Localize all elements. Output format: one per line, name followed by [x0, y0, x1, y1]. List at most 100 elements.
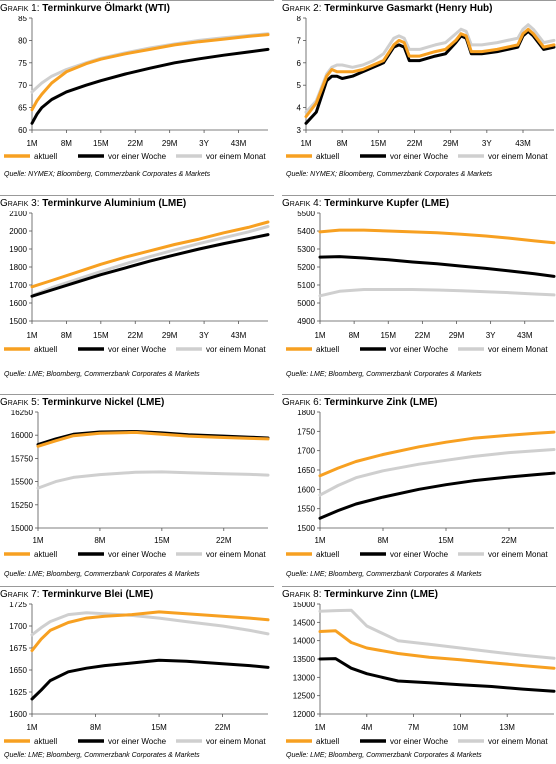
series-line-aktuell	[318, 430, 556, 478]
y-tick-label: 16250	[11, 410, 34, 417]
x-tick-label: 3Y	[482, 139, 492, 148]
y-tick-label: 12000	[293, 710, 316, 719]
top-rule	[0, 0, 274, 1]
chart-title: Grafik 5: Terminkurve Nickel (LME)	[0, 397, 164, 408]
x-tick-label: 22M	[216, 536, 232, 545]
y-tick-label: 1600	[9, 299, 27, 308]
chart-title: Grafik 2: Terminkurve Gasmarkt (Henry Hu…	[282, 3, 493, 14]
x-tick-label: 1M	[26, 139, 37, 148]
y-tick-label: 5500	[297, 211, 315, 218]
y-tick-label: 5400	[297, 227, 315, 236]
x-tick-label: 15M	[93, 139, 109, 148]
y-tick-label: 2000	[9, 227, 27, 236]
y-tick-label: 8	[297, 16, 302, 23]
y-tick-label: 1750	[297, 427, 315, 436]
series-line-vor-einem-Monat	[304, 23, 556, 114]
y-tick-label: 80	[18, 36, 27, 45]
series-line-vor-einem-Monat	[318, 608, 556, 660]
x-tick-label: 29M	[162, 139, 178, 148]
y-tick-label: 1800	[9, 263, 27, 272]
chart-prefix: Grafik 2:	[282, 3, 322, 14]
chart-source: Quelle: LME; Bloomberg, Commerzbank Corp…	[286, 371, 482, 378]
x-tick-label: 8M	[90, 723, 101, 732]
chart-svg: 12000 12500 13000 13500 14000 14500 15000 1M 4M 7…	[286, 602, 556, 746]
chart-panel-zinc: Grafik 6: Terminkurve Zink (LME) 1500 155…	[282, 394, 556, 584]
x-tick-label: 1M	[32, 536, 43, 545]
legend-label: vor einem Monat	[206, 550, 266, 559]
chart-panel-gas: Grafik 2: Terminkurve Gasmarkt (Henry Hu…	[282, 0, 556, 186]
legend-label: aktuell	[34, 345, 57, 354]
x-tick-label: 3Y	[199, 331, 209, 340]
x-tick-label: 29M	[162, 331, 178, 340]
x-tick-label: 3Y	[199, 139, 209, 148]
x-tick-label: 29M	[443, 139, 459, 148]
chart-prefix: Grafik 7:	[0, 589, 40, 600]
legend-label: aktuell	[34, 550, 57, 559]
y-tick-label: 5000	[297, 299, 315, 308]
chart-prefix: Grafik 4:	[282, 198, 322, 209]
x-tick-label: 1M	[26, 723, 37, 732]
y-tick-label: 14000	[293, 637, 316, 646]
chart-panel-oil: Grafik 1: Terminkurve Ölmarkt (WTI) 60 65…	[0, 0, 274, 186]
y-tick-label: 15000	[11, 524, 34, 533]
legend-label: vor einem Monat	[488, 345, 548, 354]
chart-svg: 60 65 70 75 80 85 1M 8M 15M 22M 29M 3Y 43M aktuell vor…	[4, 16, 270, 161]
y-tick-label: 5200	[297, 263, 315, 272]
chart-title: Grafik 7: Terminkurve Blei (LME)	[0, 589, 153, 600]
y-tick-label: 13000	[293, 673, 316, 682]
y-tick-label: 1700	[9, 622, 27, 631]
x-tick-label: 1M	[314, 723, 325, 732]
top-rule	[282, 586, 556, 587]
y-tick-label: 1600	[297, 485, 315, 494]
series-line-aktuell	[318, 228, 556, 245]
legend-label: vor einer Woche	[390, 550, 449, 559]
x-tick-label: 43M	[231, 139, 247, 148]
legend-label: vor einer Woche	[108, 737, 167, 746]
chart-panel-lead: Grafik 7: Terminkurve Blei (LME) 1600 162…	[0, 586, 274, 764]
y-tick-label: 1625	[9, 688, 27, 697]
chart-title: Grafik 8: Terminkurve Zinn (LME)	[282, 589, 438, 600]
legend-label: aktuell	[316, 152, 339, 161]
top-rule	[282, 0, 556, 1]
x-tick-label: 13M	[499, 723, 515, 732]
x-tick-label: 43M	[517, 331, 533, 340]
legend-label: vor einem Monat	[206, 152, 266, 161]
x-tick-label: 22M	[127, 139, 143, 148]
chart-name: Terminkurve Nickel (LME)	[42, 397, 165, 408]
x-tick-label: 22M	[407, 139, 423, 148]
y-tick-label: 60	[18, 126, 27, 135]
series-line-vor-einem-Monat	[36, 470, 270, 490]
x-tick-label: 22M	[415, 331, 431, 340]
x-tick-label: 8M	[61, 331, 72, 340]
y-tick-label: 1650	[297, 466, 315, 475]
legend-label: aktuell	[34, 737, 57, 746]
y-tick-label: 1675	[9, 644, 27, 653]
x-tick-label: 15M	[154, 536, 170, 545]
chart-prefix: Grafik 3:	[0, 198, 40, 209]
chart-source: Quelle: LME; Bloomberg, Commerzbank Corp…	[4, 571, 200, 578]
series-line-vor-einer-Woche	[318, 255, 556, 278]
x-tick-label: 1M	[314, 331, 325, 340]
y-tick-label: 7	[297, 36, 302, 45]
y-tick-label: 1900	[9, 245, 27, 254]
chart-svg: 3 4 5 6 7 8 1M 8M 15M 22M 29M 3Y 43M aktuell vor einer…	[286, 16, 556, 161]
chart-source: Quelle: LME; Bloomberg, Commerzbank Corp…	[4, 752, 200, 759]
legend-label: aktuell	[316, 550, 339, 559]
legend-label: vor einer Woche	[108, 550, 167, 559]
chart-source: Quelle: LME; Bloomberg, Commerzbank Corp…	[286, 752, 482, 759]
x-tick-label: 8M	[337, 139, 348, 148]
legend-label: aktuell	[34, 152, 57, 161]
y-tick-label: 15000	[293, 602, 316, 609]
series-line-vor-einer-Woche	[30, 658, 270, 701]
chart-source: Quelle: LME; Bloomberg, Commerzbank Corp…	[4, 371, 200, 378]
series-line-aktuell	[304, 27, 556, 119]
legend-label: vor einem Monat	[488, 550, 548, 559]
series-line-vor-einer-Woche	[318, 471, 556, 520]
chart-title: Grafik 6: Terminkurve Zink (LME)	[282, 397, 437, 408]
y-tick-label: 15750	[11, 454, 34, 463]
x-tick-label: 15M	[151, 723, 167, 732]
x-tick-label: 4M	[361, 723, 372, 732]
y-tick-label: 2100	[9, 211, 27, 218]
series-line-aktuell	[30, 33, 270, 112]
chart-svg: 1600 1625 1650 1675 1700 1725 1M 8M 15M 22M aktuel…	[4, 602, 270, 746]
